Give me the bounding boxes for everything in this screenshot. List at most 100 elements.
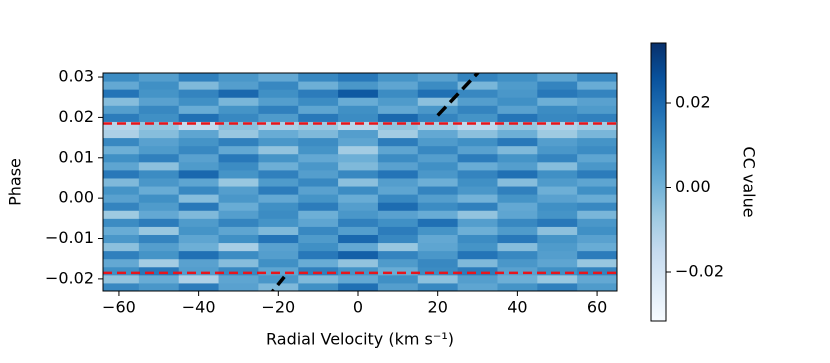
- heatmap-cell: [218, 274, 259, 284]
- heatmap-cell: [497, 258, 538, 268]
- heatmap-cell: [338, 89, 379, 98]
- heatmap-cell: [417, 274, 459, 284]
- heatmap-cell: [457, 258, 498, 268]
- heatmap-cell: [377, 202, 419, 211]
- heatmap-cell: [298, 129, 339, 139]
- heatmap-cell: [338, 266, 379, 276]
- heatmap-cell: [258, 113, 299, 122]
- heatmap-cell: [417, 129, 459, 139]
- heatmap-cell: [497, 194, 538, 203]
- heatmap-cell: [258, 226, 299, 235]
- heatmap: [103, 73, 617, 291]
- heatmap-cell: [103, 105, 140, 114]
- heatmap-cell: [417, 202, 459, 211]
- heatmap-cell: [178, 81, 220, 90]
- y-axis-label: Phase: [6, 158, 25, 206]
- heatmap-cell: [178, 218, 220, 227]
- heatmap-cell: [537, 234, 578, 244]
- x-tick-label: 20: [428, 298, 448, 317]
- heatmap-cell: [178, 113, 220, 122]
- heatmap-cell: [138, 274, 180, 284]
- heatmap-cell: [298, 194, 339, 203]
- heatmap-cell: [298, 266, 339, 276]
- heatmap-cell: [537, 113, 578, 122]
- heatmap-cell: [178, 266, 220, 276]
- heatmap-cell: [377, 169, 419, 179]
- heatmap-cell: [417, 177, 459, 187]
- heatmap-cell: [338, 282, 379, 291]
- heatmap-cell: [377, 218, 419, 227]
- heatmap-cell: [417, 258, 459, 268]
- heatmap-cell: [377, 137, 419, 147]
- heatmap-cell: [417, 81, 459, 90]
- heatmap-cell: [138, 282, 180, 291]
- heatmap-cell: [457, 145, 498, 155]
- heatmap-cell: [218, 194, 259, 203]
- heatmap-cell: [457, 121, 498, 131]
- heatmap-cell: [537, 274, 578, 284]
- heatmap-cell: [497, 242, 538, 252]
- heatmap-cell: [178, 226, 220, 235]
- heatmap-cell: [138, 113, 180, 122]
- heatmap-cell: [138, 226, 180, 235]
- heatmap-cell: [577, 226, 617, 235]
- heatmap-cell: [497, 97, 538, 106]
- heatmap-cell: [497, 266, 538, 276]
- heatmap-cell: [258, 266, 299, 276]
- heatmap-cell: [497, 161, 538, 171]
- heatmap-cell: [218, 161, 259, 171]
- heatmap-cell: [218, 73, 259, 82]
- heatmap-cell: [457, 97, 498, 106]
- heatmap-cell: [338, 97, 379, 106]
- heatmap-cell: [178, 137, 220, 147]
- heatmap-cell: [537, 97, 578, 106]
- heatmap-cell: [537, 137, 578, 147]
- heatmap-cell: [218, 129, 259, 139]
- heatmap-cell: [537, 145, 578, 155]
- heatmap-cell: [103, 266, 140, 276]
- heatmap-cell: [338, 226, 379, 235]
- heatmap-cell: [497, 250, 538, 260]
- heatmap-cell: [138, 194, 180, 203]
- heatmap-cell: [338, 274, 379, 284]
- heatmap-cell: [377, 177, 419, 187]
- heatmap-cell: [577, 121, 617, 131]
- heatmap-cell: [298, 218, 339, 227]
- heatmap-cell: [138, 186, 180, 195]
- heatmap-cell: [338, 113, 379, 122]
- heatmap-cell: [218, 153, 259, 163]
- heatmap-cell: [218, 250, 259, 260]
- heatmap-cell: [138, 73, 180, 82]
- heatmap-cell: [497, 202, 538, 211]
- heatmap-cell: [178, 161, 220, 171]
- heatmap-cell: [138, 161, 180, 171]
- heatmap-cell: [377, 234, 419, 244]
- heatmap-cell: [103, 202, 140, 211]
- heatmap-cell: [577, 242, 617, 252]
- heatmap-cell: [178, 202, 220, 211]
- heatmap-cell: [178, 282, 220, 291]
- heatmap-cell: [298, 186, 339, 195]
- heatmap-cell: [497, 113, 538, 122]
- heatmap-cell: [258, 194, 299, 203]
- heatmap-cell: [138, 218, 180, 227]
- heatmap-cell: [417, 242, 459, 252]
- x-tick-label: 40: [507, 298, 527, 317]
- heatmap-cell: [377, 113, 419, 122]
- heatmap-cell: [103, 161, 140, 171]
- heatmap-cell: [298, 97, 339, 106]
- heatmap-cell: [258, 274, 299, 284]
- heatmap-cell: [258, 210, 299, 219]
- heatmap-cell: [457, 89, 498, 98]
- heatmap-cell: [178, 169, 220, 179]
- heatmap-cell: [417, 105, 459, 114]
- heatmap-cell: [377, 226, 419, 235]
- heatmap-cell: [577, 210, 617, 219]
- heatmap-cell: [258, 161, 299, 171]
- heatmap-cell: [457, 266, 498, 276]
- heatmap-cell: [298, 250, 339, 260]
- heatmap-cell: [298, 169, 339, 179]
- heatmap-cell: [103, 81, 140, 90]
- heatmap-cell: [497, 169, 538, 179]
